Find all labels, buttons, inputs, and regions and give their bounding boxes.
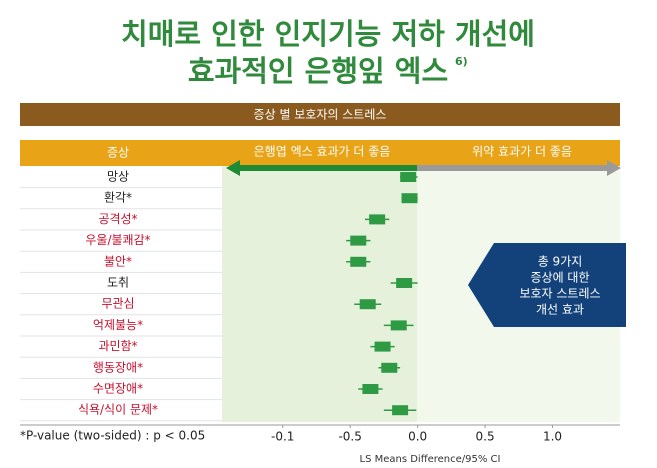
estimate — [350, 256, 367, 267]
category-label: 무관심 — [101, 297, 134, 311]
estimate — [390, 320, 407, 331]
x-axis-label: LS Means Difference/95% CI — [360, 454, 501, 465]
estimate — [401, 193, 418, 204]
left-favors: 은행엽 엑스 효과가 더 좋음 — [254, 144, 391, 159]
title-line: 치매로 인한 인지기능 저하 개선에 — [121, 17, 535, 51]
category-label: 과민함* — [98, 339, 137, 353]
estimate — [359, 299, 376, 310]
banner-bg — [20, 103, 620, 126]
arrow-right-head — [607, 160, 621, 176]
left-area — [222, 166, 417, 422]
header-bg — [20, 140, 620, 166]
category-label: 환각* — [104, 191, 132, 205]
column-header: 증상 — [107, 146, 129, 160]
right-favors: 위약 효과가 더 좋음 — [472, 144, 572, 159]
category-label: 망상 — [107, 170, 129, 184]
arrow-right — [417, 165, 607, 171]
category-label: 도취 — [107, 276, 129, 290]
callout-text: 개선 효과 — [536, 303, 584, 317]
x-tick-label: 0.5 — [476, 430, 495, 444]
estimate — [350, 235, 367, 246]
category-label: 행동장애* — [93, 359, 143, 374]
arrow-left-head — [226, 160, 240, 176]
estimate — [396, 278, 413, 288]
category-label: 수면장애* — [93, 382, 143, 396]
callout-text: 증상에 대한 — [530, 271, 589, 285]
x-tick-label: 1.0 — [543, 430, 562, 444]
callout-bg — [468, 243, 626, 327]
title-note: 6) — [455, 55, 468, 68]
title-line: 효과적인 은행잎 엑스 — [188, 54, 448, 88]
footnote: *P-value (two-sided) : p < 0.05 — [20, 429, 205, 443]
category-label: 공격성* — [98, 212, 137, 226]
category-label: 불안* — [104, 254, 132, 268]
category-label: 식욕/식이 문제* — [78, 403, 158, 417]
estimate — [362, 384, 379, 394]
x-tick-label: -0.1 — [271, 430, 294, 444]
category-label: 우울/불쾌감* — [85, 233, 150, 247]
estimate — [400, 172, 417, 182]
category-label: 억제불능* — [93, 318, 143, 332]
x-tick-label: -0.5 — [338, 430, 361, 444]
banner: 증상 별 보호자의 스트레스 — [254, 108, 387, 122]
callout-text: 총 9가지 — [538, 255, 583, 269]
estimate — [392, 405, 409, 416]
estimate — [369, 214, 386, 225]
callout-text: 보호자 스트레스 — [519, 287, 600, 301]
estimate — [374, 341, 391, 352]
estimate — [381, 362, 398, 373]
x-tick-label: 0.0 — [408, 430, 427, 444]
arrow-left — [238, 165, 417, 171]
